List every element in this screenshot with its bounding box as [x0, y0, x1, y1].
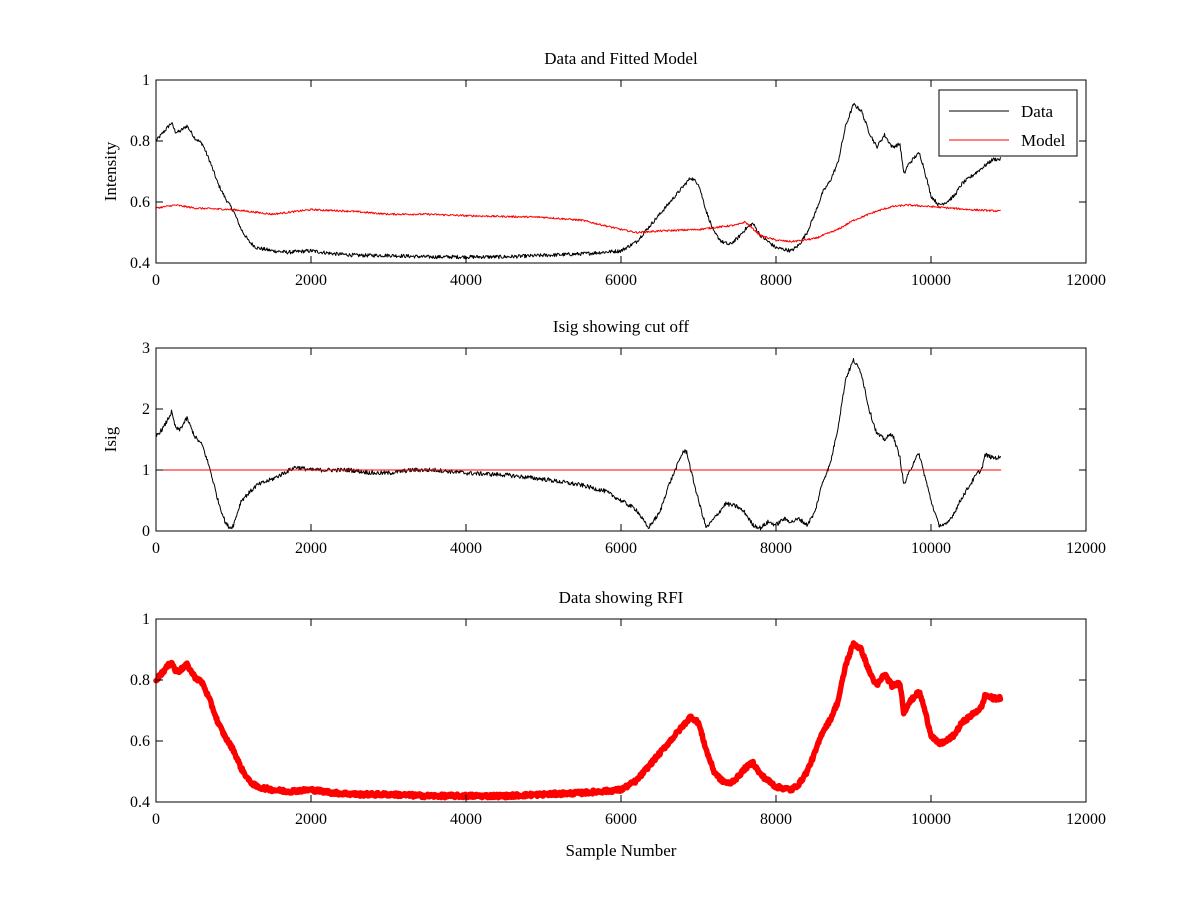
y-axis-label: Isig	[101, 426, 120, 452]
legend-label-model: Model	[1021, 131, 1066, 150]
y-tick-label: 1	[142, 72, 150, 89]
chart-panel-3: 0 2000 4000 6000 8000 10000 12000 0.4 0.6 0.8 1 Dat…	[130, 588, 1106, 860]
x-tick-label: 4000	[450, 811, 482, 828]
x-tick-label: 6000	[605, 540, 637, 557]
series-line-model	[155, 203, 1001, 243]
series-line-data	[155, 102, 1001, 260]
x-tick-label: 8000	[760, 272, 792, 289]
x-tick-label: 0	[152, 272, 160, 289]
x-tick-label: 6000	[605, 811, 637, 828]
chart-title: Data and Fitted Model	[544, 49, 698, 68]
chart-title: Data showing RFI	[559, 588, 684, 607]
legend-box	[938, 89, 1078, 157]
x-tick-label: 6000	[605, 272, 637, 289]
x-tick-label: 8000	[760, 811, 792, 828]
y-tick-label: 1	[142, 611, 150, 628]
y-tick-label: 3	[142, 340, 150, 357]
x-tick-label: 8000	[760, 540, 792, 557]
x-tick-label: 10000	[911, 272, 951, 289]
series-line-1	[155, 358, 1001, 531]
legend-label-data: Data	[1021, 102, 1054, 121]
x-tick-label: 12000	[1066, 272, 1106, 289]
y-axis-label: Intensity	[101, 141, 120, 201]
chart-panel-1: 0 2000 4000 6000 8000 10000 12000 0.4 0.6 0.8 1 Dat…	[101, 49, 1106, 289]
y-tick-label: 0.8	[130, 672, 150, 689]
y-tick-label: 2	[142, 401, 150, 418]
y-tick-label: 0.8	[130, 133, 150, 150]
x-tick-label: 12000	[1066, 811, 1106, 828]
x-tick-label: 0	[152, 811, 160, 828]
y-tick-label: 0.6	[130, 194, 150, 211]
chart-panel-2: 0 2000 4000 6000 8000 10000 12000 0 1 2 3 Isig show…	[101, 317, 1106, 557]
x-tick-label: 4000	[450, 540, 482, 557]
x-axis-label: Sample Number	[566, 841, 677, 860]
y-tick-label: 0.4	[130, 255, 150, 272]
x-tick-label: 10000	[911, 540, 951, 557]
y-tick-label: 0	[142, 523, 150, 540]
chart-title: Isig showing cut off	[553, 317, 689, 336]
x-tick-label: 2000	[295, 811, 327, 828]
x-tick-label: 2000	[295, 272, 327, 289]
x-tick-label: 2000	[295, 540, 327, 557]
x-tick-label: 10000	[911, 811, 951, 828]
legend: Data Model	[938, 89, 1078, 157]
y-tick-label: 1	[142, 462, 150, 479]
x-tick-label: 4000	[450, 272, 482, 289]
y-tick-label: 0.4	[130, 794, 150, 811]
series-line-1	[153, 640, 1004, 801]
x-tick-label: 12000	[1066, 540, 1106, 557]
y-tick-label: 0.6	[130, 733, 150, 750]
x-tick-label: 0	[152, 540, 160, 557]
